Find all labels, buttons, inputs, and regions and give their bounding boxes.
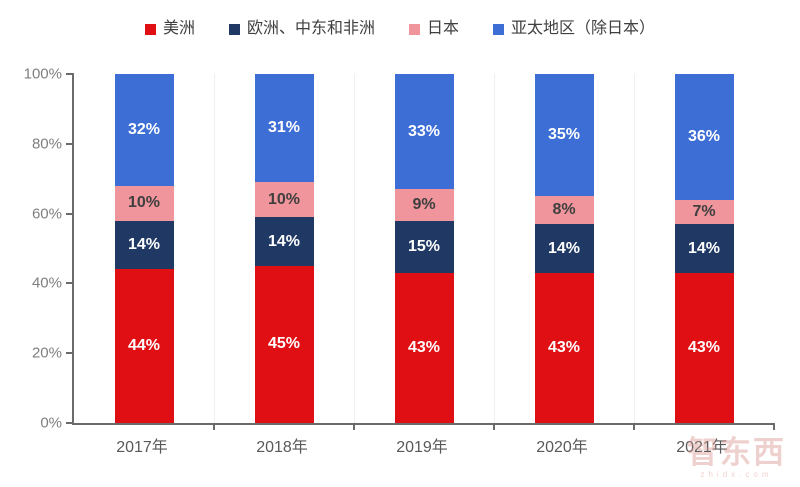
bar-segment: 43% — [674, 272, 734, 423]
y-tick — [66, 73, 74, 75]
gridline — [634, 74, 635, 423]
x-axis-labels: 2017年 2018年 2019年 2020年 2021年 — [72, 440, 772, 462]
legend-swatch-icon — [493, 23, 505, 35]
bar-segment: 14% — [254, 217, 314, 266]
x-axis-label: 2019年 — [396, 439, 448, 456]
bar-value-label: 36% — [687, 127, 721, 145]
bar-value-label: 31% — [267, 119, 301, 137]
legend-item: 欧洲、中东和非洲 — [228, 20, 375, 37]
y-tick — [66, 282, 74, 285]
x-tick — [213, 423, 215, 430]
bar-value-label: 10% — [127, 194, 161, 212]
x-axis-label: 2018年 — [256, 439, 308, 456]
bar-segment: 10% — [114, 185, 174, 221]
bar-segment: 10% — [254, 182, 314, 218]
bar-value-label: 45% — [267, 335, 301, 353]
bar-segment: 36% — [674, 74, 734, 200]
bar-segment: 43% — [534, 272, 594, 423]
bar-segment: 14% — [534, 224, 594, 273]
bar-value-label: 14% — [267, 232, 301, 250]
gridline — [214, 74, 215, 423]
bar-column: 43% 15% 9% 33% — [354, 74, 494, 423]
x-tick — [353, 423, 355, 430]
legend-item: 美洲 — [144, 20, 195, 37]
legend-label: 亚太地区（除日本） — [511, 20, 656, 37]
y-tick-label: 80% — [31, 135, 62, 153]
bar-value-label: 35% — [547, 126, 581, 144]
legend-swatch-icon — [409, 23, 420, 35]
bar-value-label: 10% — [267, 190, 301, 208]
y-tick-label: 20% — [31, 344, 62, 362]
bar-value-label: 33% — [407, 122, 441, 140]
x-tick — [633, 423, 635, 430]
plot-area: 44% 14% 10% 32% 45% 14% 10% 31% 43% 15% 9% 33% 43% 14… — [66, 73, 775, 430]
bar-segment: 9% — [394, 189, 454, 221]
bar-segment: 32% — [114, 74, 174, 186]
bar-value-label: 7% — [692, 202, 716, 220]
x-axis-label: 2020年 — [536, 439, 588, 456]
x-axis-label: 2021年 — [676, 439, 728, 456]
bar-value-label: 14% — [687, 239, 721, 257]
y-tick-label: 60% — [31, 205, 62, 223]
bar-segment: 14% — [674, 224, 734, 273]
legend-item: 日本 — [409, 21, 459, 37]
bar-value-label: 9% — [412, 195, 436, 213]
bar-column: 43% 14% 7% 36% — [634, 74, 774, 423]
chart-legend: 美洲 欧洲、中东和非洲 日本 亚太地区（除日本） — [0, 21, 800, 37]
bar-value-label: 14% — [127, 236, 161, 254]
bar-value-label: 43% — [547, 338, 581, 356]
bar-segment: 35% — [534, 74, 594, 197]
legend-item: 亚太地区（除日本） — [493, 21, 655, 37]
bar-column: 45% 14% 10% 31% — [214, 74, 354, 423]
bar-segment: 45% — [254, 265, 314, 423]
bar-segment: 43% — [394, 272, 454, 423]
y-tick-label: 100% — [23, 65, 62, 83]
y-tick — [66, 352, 74, 355]
gridline — [494, 74, 495, 423]
legend-swatch-icon — [228, 23, 240, 35]
bar-column: 43% 14% 8% 35% — [494, 74, 634, 423]
bar-value-label: 14% — [547, 239, 581, 257]
bar-value-label: 32% — [127, 120, 161, 138]
y-tick-label: 40% — [31, 274, 62, 292]
y-tick — [66, 212, 74, 215]
y-tick — [66, 422, 74, 424]
bar-segment: 14% — [114, 220, 174, 270]
legend-label: 美洲 — [162, 20, 195, 37]
bar-value-label: 43% — [687, 338, 721, 356]
bar-column: 44% 14% 10% 32% — [74, 74, 214, 423]
bar-segment: 33% — [394, 74, 454, 190]
gridline — [354, 74, 355, 423]
bar-segment: 44% — [114, 269, 174, 423]
bar-value-label: 43% — [407, 338, 441, 356]
x-tick — [773, 423, 775, 430]
watermark-domain: zhidx.com — [700, 470, 773, 479]
bar-segment: 31% — [254, 74, 314, 183]
bar-value-label: 8% — [552, 201, 576, 219]
x-tick — [493, 423, 495, 430]
bar-value-label: 44% — [127, 337, 161, 355]
legend-label: 欧洲、中东和非洲 — [246, 20, 375, 37]
x-axis-label: 2017年 — [116, 439, 168, 456]
bar-segment: 15% — [394, 220, 454, 273]
bar-value-label: 15% — [407, 237, 441, 255]
bar-segment: 8% — [534, 196, 594, 225]
bar-segment: 7% — [674, 199, 734, 225]
y-axis-labels: 0% 20% 40% 60% 80% 100% — [0, 67, 62, 431]
legend-label: 日本 — [427, 20, 460, 37]
y-tick-label: 0% — [40, 414, 62, 432]
y-tick — [66, 142, 74, 145]
legend-swatch-icon — [144, 23, 156, 35]
